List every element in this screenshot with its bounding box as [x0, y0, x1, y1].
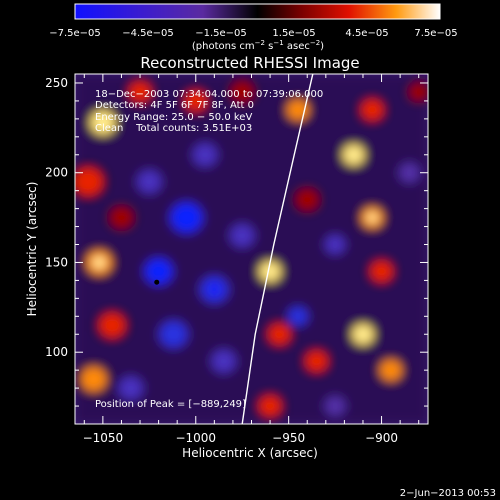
heatmap-blob-core: [367, 212, 378, 223]
heatmap-shade: [75, 74, 428, 424]
heatmap-blob: [138, 171, 161, 193]
y-tick-label: 100: [45, 345, 68, 359]
y-axis: 100 150 200 250: [45, 76, 428, 407]
heatmap-blob: [361, 99, 384, 121]
heatmap-blob: [370, 260, 393, 283]
heatmap-blob: [110, 206, 133, 229]
colorbar-tick-label: 1.5e−05: [272, 28, 315, 39]
x-tick-label: −1000: [175, 431, 216, 445]
chart-title: Reconstructed RHESSI Image: [140, 54, 359, 72]
heatmap-blob: [258, 395, 282, 417]
heatmap-blob-core: [179, 210, 194, 225]
heatmap-blobs: [75, 74, 428, 424]
heatmap-blob: [184, 90, 207, 112]
heatmap-blob: [268, 323, 291, 345]
heatmap-blob: [296, 189, 319, 211]
heatmap-blob-core: [152, 265, 165, 278]
heatmap-blob: [231, 224, 254, 247]
heatmap-blob: [305, 350, 328, 372]
colorbar-tick-label: −7.5e−05: [49, 28, 101, 39]
footer-date: 2−Jun−2013 00:53: [400, 488, 496, 499]
x-tick-label: −1050: [83, 431, 124, 445]
plot-area: [75, 74, 428, 424]
heatmap-blob: [325, 397, 345, 415]
y-tick-label: 200: [45, 166, 68, 180]
heatmap-blob: [193, 144, 217, 166]
x-axis-label: Heliocentric X (arcsec): [182, 446, 318, 460]
heatmap-blob-core: [357, 329, 368, 340]
heatmap-blob: [379, 359, 402, 381]
heatmap-blob-core: [93, 256, 106, 269]
colorbar-tick-label: 7.5e−05: [414, 28, 457, 39]
heatmap-blob: [160, 321, 187, 347]
colorbar-unit: (photons cm−2 s−1 asec−2): [192, 39, 324, 52]
annotation-clean: Clean Total counts: 3.51E+03: [95, 123, 252, 134]
heatmap-blob-core: [348, 149, 359, 160]
heatmap-blob: [80, 366, 107, 392]
heatmap-blob: [400, 163, 419, 182]
heatmap-blob: [99, 312, 126, 338]
heatmap-blob-core: [265, 266, 276, 277]
heatmap-blob: [212, 350, 235, 372]
colorbar-tick-label: −1.5e−05: [195, 28, 247, 39]
heatmap-blob: [288, 307, 308, 326]
peak-marker: [154, 279, 160, 285]
x-tick-label: −950: [272, 431, 305, 445]
heatmap-blob: [231, 81, 254, 103]
heatmap-blob: [75, 167, 103, 196]
annotation-detectors: Detectors: 4F 5F 6F 7F 8F, Att 0: [95, 100, 254, 111]
heatmap-blob: [325, 235, 345, 254]
x-tick-label: −900: [365, 431, 398, 445]
heatmap-blob-core: [97, 116, 109, 129]
annotation-block: 18−Dec−2003 07:34:04.000 to 07:39:06.000…: [95, 89, 323, 134]
colorbar-ticks: −7.5e−05 −4.5e−05 −1.5e−05 1.5e−05 4.5e−…: [49, 28, 457, 39]
y-tick-label: 150: [45, 255, 68, 269]
x-axis: −1050 −1000 −950 −900: [83, 74, 420, 445]
annotation-energy: Energy Range: 25.0 − 50.0 keV: [95, 112, 252, 123]
annotation-peak: Position of Peak = [−889,249]: [95, 399, 246, 410]
y-axis-label: Heliocentric Y (arcsec): [25, 182, 39, 317]
heatmap-blob-core: [208, 283, 221, 296]
heatmap-blob: [119, 377, 142, 399]
y-tick-label: 250: [45, 76, 68, 90]
colorbar: [74, 3, 441, 20]
colorbar-tick-label: 4.5e−05: [345, 28, 388, 39]
colorbar-tick-label: −4.5e−05: [122, 28, 174, 39]
heatmap-blob: [409, 83, 428, 101]
heatmap-blob: [128, 81, 152, 103]
annotation-time: 18−Dec−2003 07:34:04.000 to 07:39:06.000: [95, 89, 323, 100]
solar-limb-line: [241, 74, 314, 424]
